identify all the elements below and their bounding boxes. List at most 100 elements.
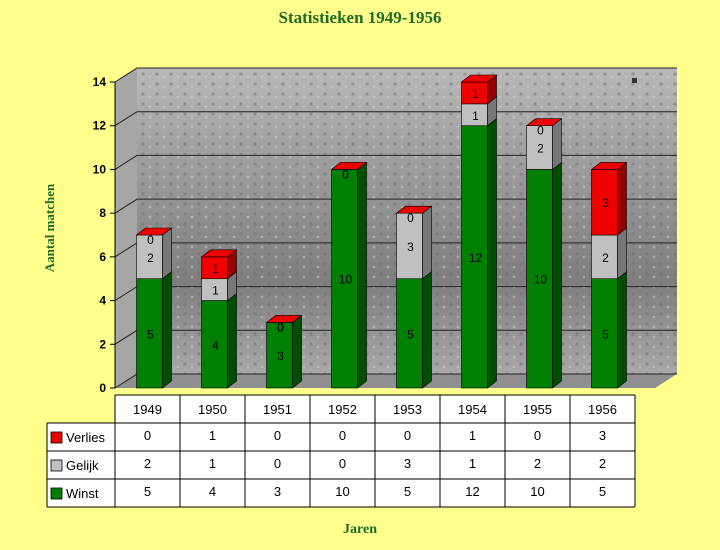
table-cell: 3 [599,428,606,443]
bar-top-cap [460,74,498,83]
table-cell: 2 [534,456,541,471]
legend-label-verlies: Verlies [66,430,106,445]
y-tick-label: 4 [99,294,106,308]
gridline [114,111,677,127]
data-label-winst: 5 [602,327,609,341]
data-label-gelijk: 1 [472,109,479,123]
chart-side-wall [115,68,137,388]
bar-side-winst [422,271,432,389]
y-tick-label: 6 [99,250,106,264]
table-cell: 2 [599,456,606,471]
y-tick-label: 14 [93,75,107,89]
table-cell: 4 [209,484,216,499]
bar-top-cap [135,227,173,236]
table-cell: 10 [530,484,544,499]
table-cell: 0 [404,428,411,443]
data-label-verlies: 0 [277,320,284,334]
x-tick-label: 1952 [328,402,357,417]
data-label-verlies: 0 [342,167,349,181]
bar-side-gelijk [552,118,562,171]
data-label-winst: 5 [147,327,154,341]
data-label-gelijk: 2 [602,251,609,265]
data-label-verlies: 1 [212,262,219,276]
bar-verlies [591,169,618,236]
bar-winst [461,125,488,389]
data-label-gelijk: 2 [537,142,544,156]
data-label-gelijk: 2 [147,251,154,265]
x-tick-label: 1949 [133,402,162,417]
data-label-gelijk: 1 [212,284,219,298]
table-cell: 0 [274,456,281,471]
table-cell: 1 [209,428,216,443]
bar-top-cap [265,315,303,323]
table-cell: 0 [144,428,151,443]
table-cell: 5 [144,484,151,499]
data-label-verlies: 3 [602,196,609,210]
bar-winst [331,169,358,389]
table-cell: 0 [534,428,541,443]
table-cell: 3 [274,484,281,499]
x-tick-label: 1950 [198,402,227,417]
corner-marker [632,78,637,83]
x-tick-label: 1954 [458,402,487,417]
data-label-gelijk: 3 [407,240,414,254]
bar-side-winst [617,271,627,389]
data-label-verlies: 1 [472,87,479,101]
y-tick-label: 0 [99,381,106,395]
table-cell: 12 [465,484,479,499]
table-cell: 10 [335,484,349,499]
bar-side-winst [227,292,237,389]
bar-side-winst [552,161,562,389]
legend-swatch-winst [50,487,63,500]
bar-side-gelijk [617,227,627,280]
table-cell: 0 [339,456,346,471]
data-label-verlies: 0 [407,211,414,225]
table-cell: 1 [469,428,476,443]
bar-side-winst [357,161,367,389]
bar-side-verlies [617,161,627,236]
data-label-winst: 12 [469,251,483,265]
bar-top-cap [395,205,433,214]
y-tick-label: 10 [93,162,107,176]
table-cell: 3 [404,456,411,471]
legend-swatch-gelijk [50,459,63,472]
bar-winst [591,278,618,389]
y-tick-label: 12 [93,119,107,133]
x-tick-label: 1955 [523,402,552,417]
data-label-winst: 10 [339,273,353,287]
bar-side-winst [162,271,172,389]
data-label-winst: 3 [277,349,284,363]
legend-swatch-verlies [50,431,63,444]
chart-title: Statistieken 1949-1956 [278,8,442,27]
bar-top-cap [590,162,628,170]
table-cell: 0 [274,428,281,443]
x-axis-label: Jaren [343,522,377,537]
bar-top-cap [200,249,238,258]
data-label-winst: 10 [534,273,548,287]
data-label-verlies: 0 [537,124,544,138]
data-label-winst: 5 [407,327,414,341]
table-cell: 1 [209,456,216,471]
data-label-gelijk: 0 [342,167,349,181]
gridline [114,154,677,170]
x-tick-label: 1956 [588,402,617,417]
bar-side-winst [487,118,497,389]
data-label-verlies: 0 [147,233,154,247]
bar-side-gelijk [162,227,172,280]
data-label-winst: 4 [212,338,219,352]
legend-label-winst: Winst [66,486,99,501]
gridline [114,67,677,83]
bar-gelijk [396,212,423,280]
table-cell: 5 [599,484,606,499]
table-cell: 2 [144,456,151,471]
x-tick-label: 1951 [263,402,292,417]
bar-winst [201,300,228,389]
y-tick-label: 2 [99,337,106,351]
legend-label-gelijk: Gelijk [66,458,99,473]
bar-side-winst [292,314,302,389]
bar-winst [526,169,553,389]
x-tick-label: 1953 [393,402,422,417]
data-label-gelijk: 0 [277,320,284,334]
table-cell: 5 [404,484,411,499]
